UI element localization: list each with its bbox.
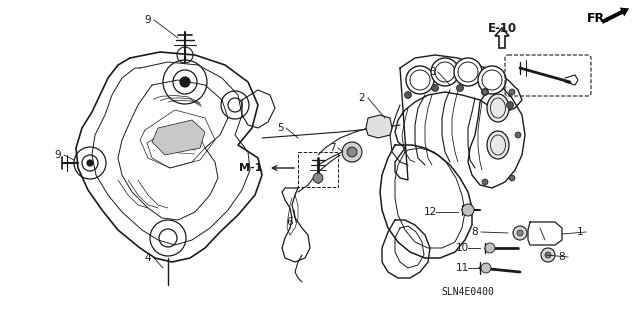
Text: 8: 8 (559, 252, 565, 262)
Text: 10: 10 (456, 243, 468, 253)
Circle shape (545, 252, 551, 258)
Circle shape (506, 101, 513, 108)
Circle shape (482, 179, 488, 185)
Text: 6: 6 (287, 217, 293, 227)
Circle shape (431, 85, 438, 92)
Circle shape (404, 92, 412, 99)
Circle shape (482, 89, 488, 95)
Circle shape (541, 248, 555, 262)
Circle shape (180, 77, 190, 87)
Circle shape (478, 66, 506, 94)
Circle shape (347, 147, 357, 157)
Circle shape (481, 263, 491, 273)
Text: 7: 7 (329, 143, 335, 153)
Text: 1: 1 (577, 227, 583, 237)
Ellipse shape (487, 94, 509, 122)
Circle shape (517, 230, 523, 236)
Text: 9: 9 (54, 150, 61, 160)
Circle shape (485, 243, 495, 253)
Text: 2: 2 (358, 93, 365, 103)
Circle shape (515, 132, 521, 138)
Text: SLN4E0400: SLN4E0400 (442, 287, 495, 297)
Text: 5: 5 (276, 123, 284, 133)
Text: 11: 11 (456, 263, 468, 273)
FancyArrow shape (601, 8, 629, 24)
Text: 4: 4 (145, 253, 151, 263)
Text: 3: 3 (429, 67, 435, 77)
Text: FR.: FR. (587, 11, 610, 25)
Polygon shape (152, 120, 205, 155)
Circle shape (481, 88, 488, 95)
Circle shape (509, 175, 515, 181)
Text: M-1: M-1 (239, 163, 262, 173)
Circle shape (454, 58, 482, 86)
Circle shape (313, 173, 323, 183)
Text: 9: 9 (145, 15, 151, 25)
Text: 8: 8 (472, 227, 478, 237)
Circle shape (431, 58, 459, 86)
Circle shape (342, 142, 362, 162)
Text: 12: 12 (424, 207, 436, 217)
Polygon shape (366, 115, 392, 138)
Circle shape (462, 204, 474, 216)
Circle shape (87, 160, 93, 166)
Text: E-10: E-10 (488, 21, 516, 34)
Circle shape (513, 226, 527, 240)
Ellipse shape (487, 131, 509, 159)
Circle shape (406, 66, 434, 94)
Bar (298, 152, 338, 187)
Circle shape (509, 89, 515, 95)
Circle shape (456, 85, 463, 92)
